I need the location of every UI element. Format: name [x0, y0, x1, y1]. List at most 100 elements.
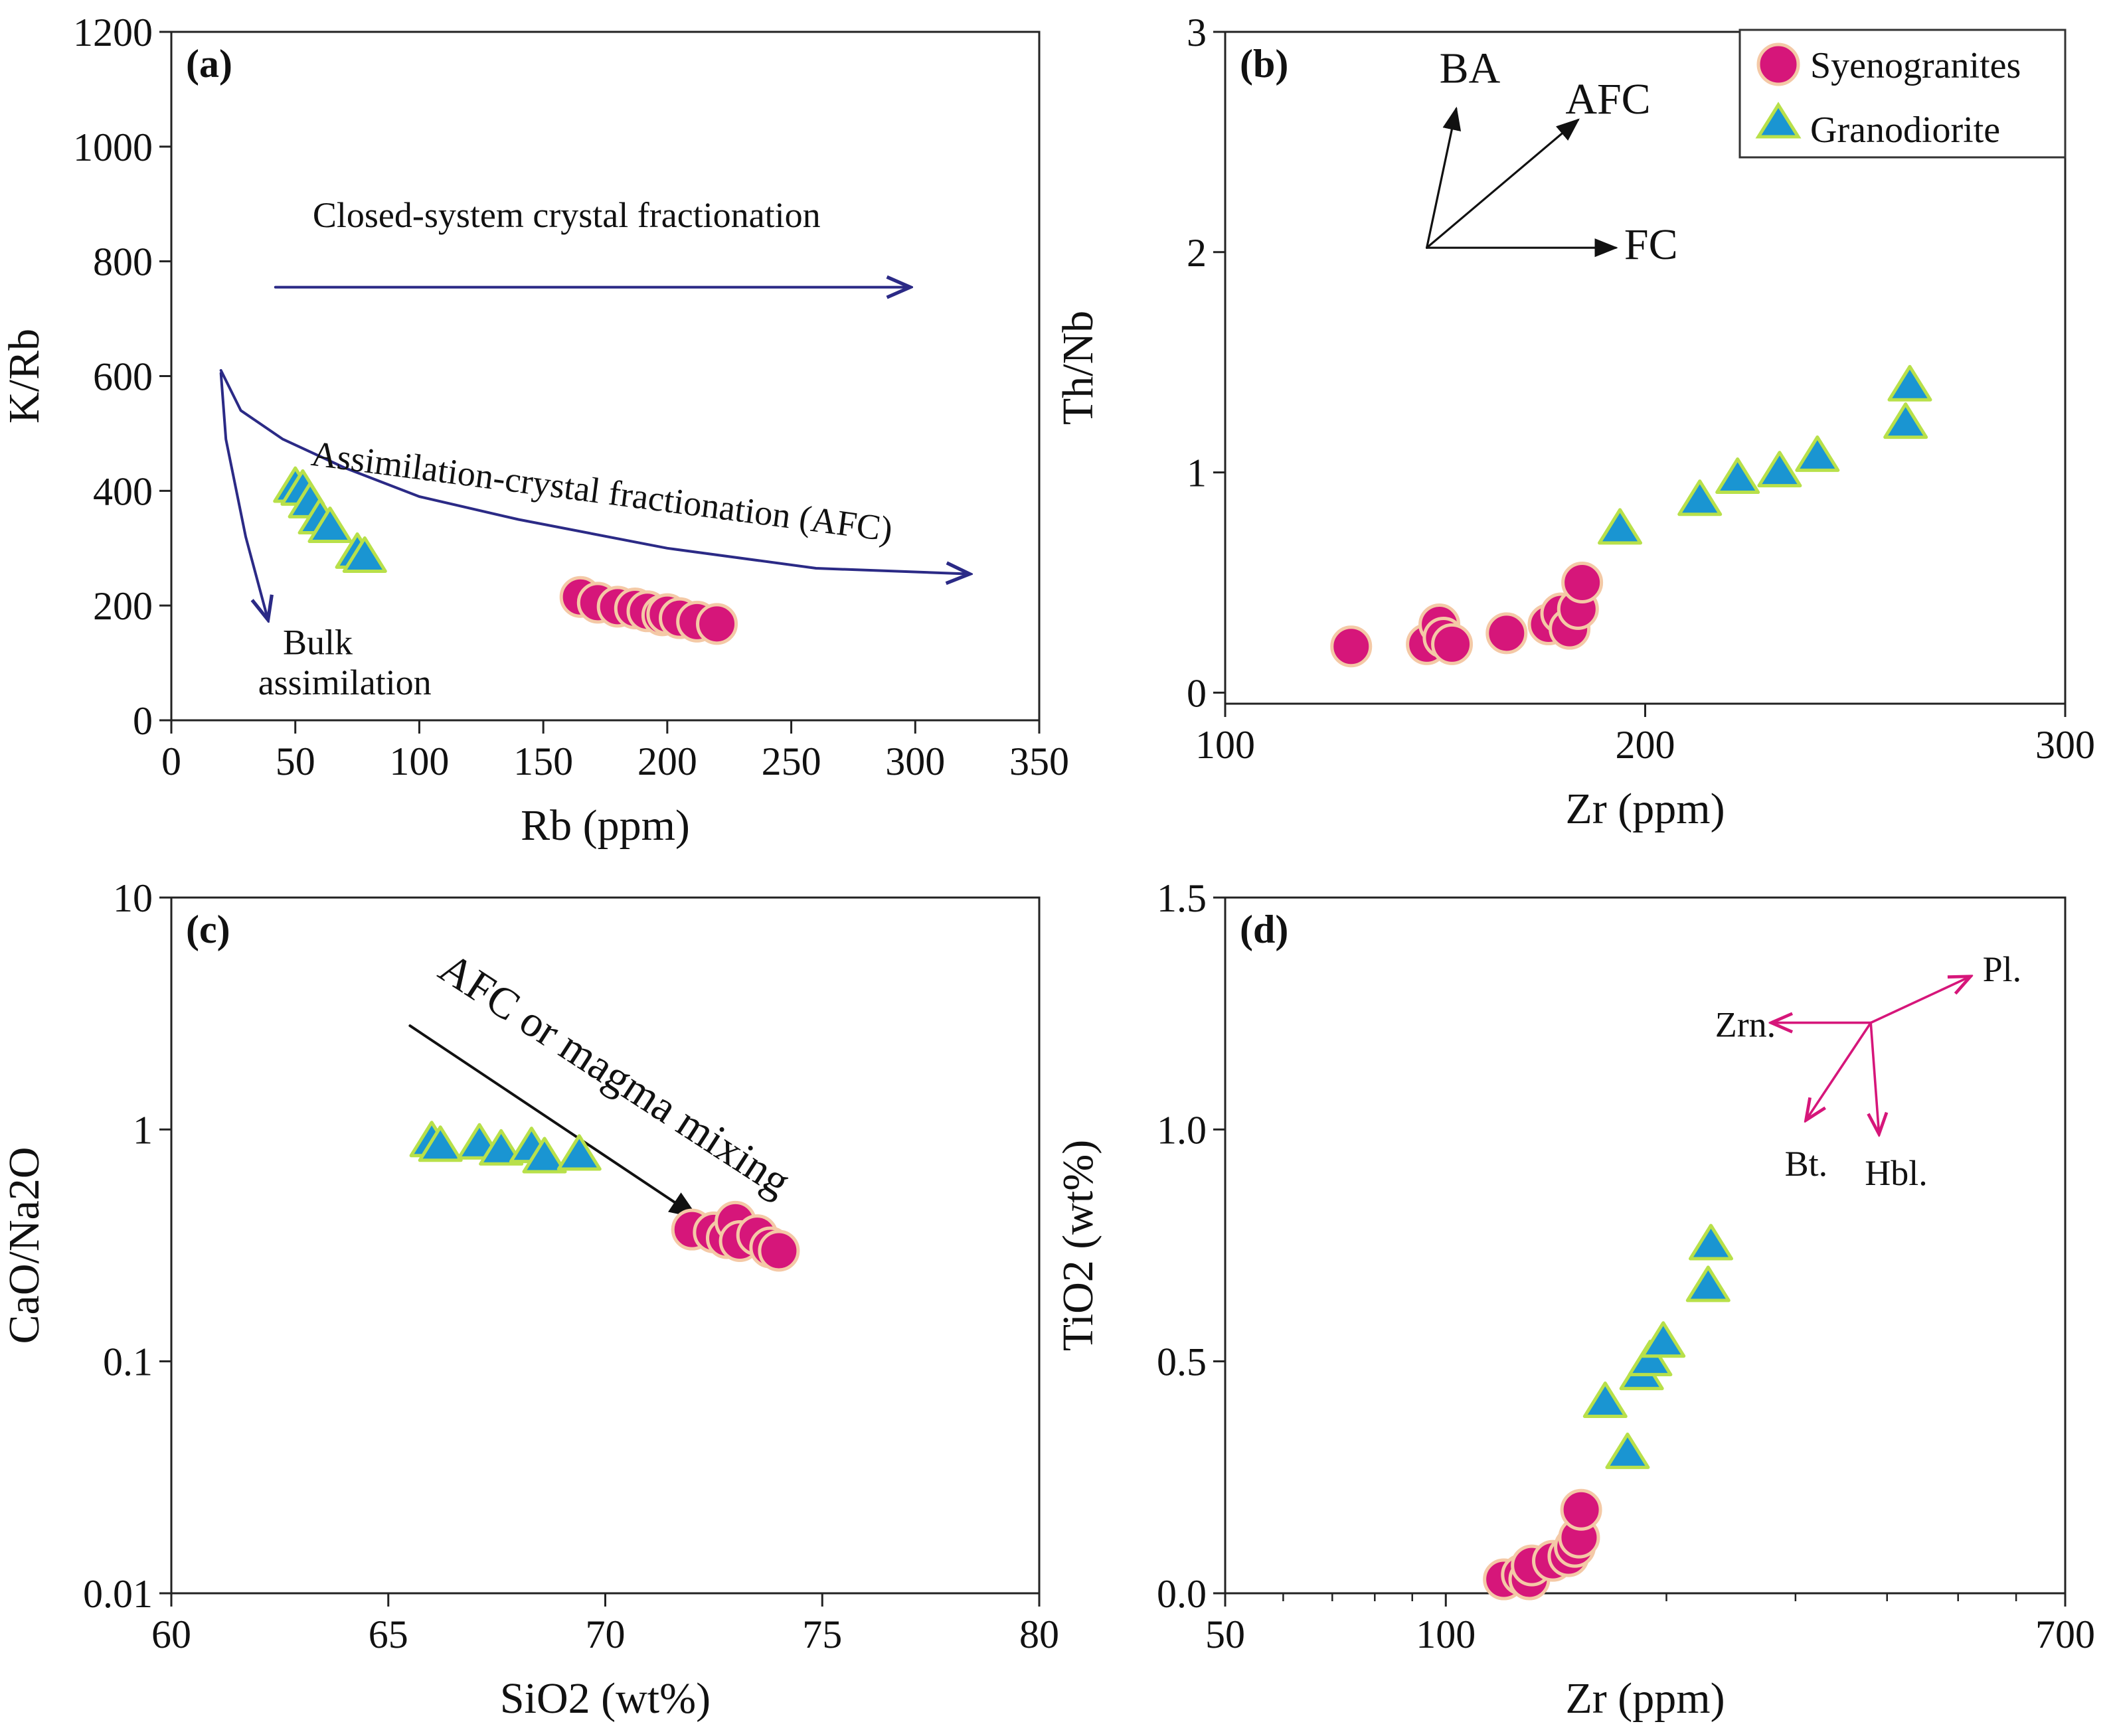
y-tick-label: 0.01 [83, 1572, 153, 1616]
y-tick-label: 1000 [73, 125, 153, 169]
y-tick-label: 10 [113, 876, 153, 920]
y-axis-label: CaO/Na2O [0, 1147, 48, 1344]
annotation-label: Pl. [1983, 949, 2022, 989]
trend-arrow [408, 1024, 699, 1219]
granodiorite-point [522, 1137, 567, 1174]
y-axis-label: K/Rb [0, 329, 48, 424]
syenogranite-point [1431, 623, 1474, 665]
x-axis-label: Zr (ppm) [1565, 785, 1725, 833]
syenogranite-point [1485, 612, 1528, 655]
y-tick-label: 2 [1187, 231, 1207, 275]
trend-arrow [219, 372, 268, 620]
trend-arrow [219, 368, 970, 574]
x-tick-label: 300 [2035, 723, 2095, 767]
granodiorite-point [1605, 1432, 1650, 1469]
y-tick-label: 200 [93, 584, 153, 628]
annotation-label: assimilation [258, 663, 432, 702]
x-tick-label: 70 [586, 1613, 626, 1656]
granodiorite-point [1641, 1321, 1686, 1358]
x-tick-label: 100 [389, 740, 449, 783]
y-tick-label: 400 [93, 469, 153, 513]
syenogranite-point [1560, 1488, 1602, 1531]
granodiorite-point [1887, 364, 1932, 402]
granodiorite-point [479, 1129, 524, 1166]
legend-granodiorite-label: Granodiorite [1810, 110, 2000, 151]
plot-frame-c [170, 896, 1041, 1595]
x-tick-label: 60 [151, 1613, 191, 1656]
x-axis-label: Rb (ppm) [521, 801, 690, 850]
x-tick-label: 100 [1416, 1613, 1476, 1656]
granodiorite-point [1757, 451, 1802, 488]
x-axis-label: SiO2 (wt%) [500, 1674, 711, 1723]
panel-label-c: (c) [186, 907, 230, 951]
x-tick-label: 200 [1616, 723, 1675, 767]
trend-arrow [1426, 106, 1462, 249]
legend-syenogranites-label: Syenogranites [1810, 45, 2021, 86]
annotation-label: Assimilation-crystal fractionation (AFC) [309, 434, 895, 550]
plot-frame-d [1224, 896, 2067, 1595]
annotation-label: BA [1440, 44, 1501, 92]
x-tick-label: 200 [637, 740, 697, 783]
panel-d: 50 100 700 0.0 0.5 1.0 1.5 Zr (ppm) TiO2 (wt%) (d… [1054, 876, 2095, 1723]
legend-syenogranites-marker [1756, 42, 1800, 86]
x-tick-label: 100 [1195, 723, 1255, 767]
y-tick-label: 0.0 [1157, 1572, 1207, 1616]
x-tick-label: 350 [1009, 740, 1069, 783]
annotation-label: Bulk [283, 623, 353, 663]
y-tick-label: 1200 [73, 11, 153, 54]
panel-label-a: (a) [186, 42, 232, 86]
x-tick-label: 80 [1019, 1613, 1059, 1656]
annotation-label: FC [1624, 220, 1678, 269]
trend-arrow [1806, 1021, 1872, 1121]
x-axis-label: Zr (ppm) [1565, 1674, 1725, 1723]
panel-a: 0 50 100 150 200 250 300 350 0 200 400 600 800 1000 12… [0, 11, 1069, 850]
x-tick-label: 75 [802, 1613, 842, 1656]
granodiorite-point [1598, 508, 1643, 545]
y-tick-label: 0.1 [103, 1340, 153, 1384]
annotation-label: Hbl. [1865, 1153, 1928, 1193]
granodiorite-point [1582, 1381, 1628, 1419]
trend-arrow [1871, 1021, 1879, 1135]
granodiorite-point [307, 507, 353, 544]
granodiorite-point [1795, 435, 1840, 472]
syenogranite-point [1330, 625, 1373, 668]
y-tick-label: 3 [1187, 11, 1207, 54]
x-tick-label: 300 [885, 740, 945, 783]
granodiorite-point [1715, 457, 1760, 495]
trend-arrow [1869, 977, 1970, 1024]
y-tick-label: 0 [133, 699, 153, 743]
y-tick-label: 1 [1187, 451, 1207, 495]
granodiorite-point [1685, 1265, 1731, 1302]
syenogranite-point [696, 603, 738, 645]
granodiorite-point [418, 1125, 463, 1162]
syenogranite-point [758, 1229, 800, 1272]
y-tick-label: 0 [1187, 671, 1207, 715]
panel-label-b: (b) [1240, 42, 1288, 86]
legend: Syenogranites Granodiorite [1738, 29, 2067, 159]
x-tick-label: 150 [513, 740, 573, 783]
granodiorite-point [1628, 1340, 1673, 1377]
y-axis-label: TiO2 (wt%) [1054, 1140, 1102, 1351]
x-tick-label: 50 [276, 740, 315, 783]
granodiorite-point [556, 1134, 602, 1171]
x-tick-label: 0 [161, 740, 181, 783]
panel-b: 100 200 300 0 1 2 3 Zr (ppm) Th/Nb (b) BA AFC FC [1054, 11, 2095, 833]
annotation-label: Bt. [1785, 1144, 1828, 1184]
panel-label-d: (d) [1240, 907, 1288, 951]
annotation-label: AFC [1565, 75, 1650, 123]
legend-granodiorite-marker [1755, 102, 1802, 139]
trend-arrow [1426, 118, 1580, 249]
x-tick-label: 50 [1205, 1613, 1245, 1656]
y-axis-label: Th/Nb [1054, 311, 1102, 425]
annotation-label: Zrn. [1715, 1005, 1776, 1045]
x-tick-label: 700 [2035, 1613, 2095, 1656]
y-tick-label: 1 [133, 1108, 153, 1152]
granodiorite-point [1688, 1223, 1733, 1261]
y-tick-label: 1.5 [1157, 876, 1207, 920]
y-tick-label: 600 [93, 355, 153, 399]
granodiorite-point [1883, 402, 1928, 439]
y-tick-label: 0.5 [1157, 1340, 1207, 1384]
x-tick-label: 250 [762, 740, 821, 783]
y-tick-label: 1.0 [1157, 1108, 1207, 1152]
